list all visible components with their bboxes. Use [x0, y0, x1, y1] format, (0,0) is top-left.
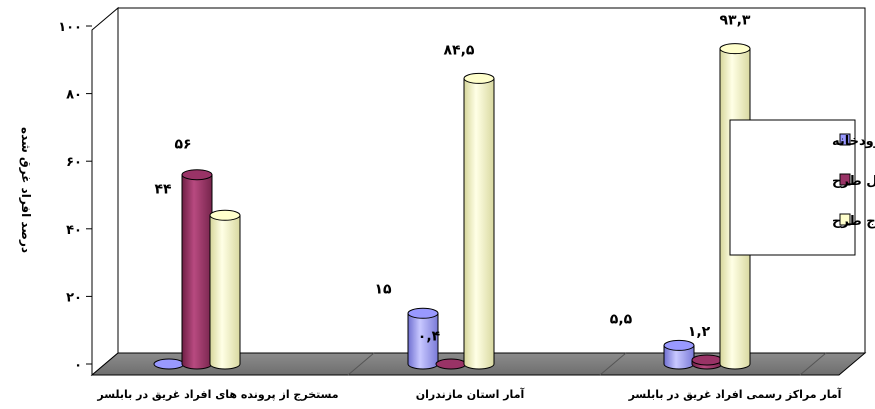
- bar: [407, 307, 439, 370]
- legend-swatch: [839, 213, 851, 226]
- bar: [181, 169, 213, 370]
- bar-top: [463, 72, 495, 84]
- legend-swatch: [839, 173, 851, 186]
- legend-label: خارج طرح: [832, 214, 875, 229]
- bar-flat: [435, 358, 467, 370]
- bar-top: [719, 43, 751, 55]
- left-wall: [91, 6, 119, 377]
- category-label: آمار استان مازندران: [416, 387, 525, 401]
- y-tick-label: ۰: [74, 358, 82, 373]
- bar-top: [181, 169, 213, 181]
- bar: [463, 72, 495, 370]
- bar-top: [663, 339, 695, 351]
- legend-item: رودخانه: [832, 133, 875, 149]
- bar-top: [407, 307, 439, 319]
- bar: [435, 358, 467, 370]
- bar: [663, 339, 695, 370]
- bar: [153, 358, 185, 370]
- y-tick-label: ۲۰: [66, 290, 82, 305]
- y-tick-label: ۴۰: [66, 223, 82, 238]
- data-label: ۱۵: [374, 281, 392, 297]
- bar-top: [691, 354, 723, 366]
- floor-divider: [347, 352, 375, 376]
- bar: [691, 354, 723, 370]
- data-labels: ۱۵ ۵,۵ ۵۶ ۰,۴ ۱,۲ ۴۴ ۸۴,۵ ۹۳,۳: [154, 13, 750, 345]
- category-labels: مستخرج از پرونده های افراد غریق در بابلس…: [96, 387, 841, 402]
- y-axis: ۰ ۲۰ ۴۰ ۶۰ ۸۰ ۱۰۰: [58, 20, 93, 375]
- floor-divider: [799, 352, 827, 376]
- bar-top: [209, 209, 241, 221]
- y-axis-label: درصد افراد غرق شده: [19, 127, 33, 253]
- bar-body: [463, 77, 495, 370]
- legend-item: داخل طرح: [832, 173, 875, 189]
- category-label: مستخرج از پرونده های افراد غریق در بابلس…: [96, 388, 338, 402]
- data-label: ۸۴,۵: [444, 42, 475, 58]
- legend-box: [729, 119, 856, 256]
- data-label: ۴۴: [154, 181, 172, 197]
- data-label: ۵۶: [174, 137, 191, 153]
- legend: رودخانه داخل طرح خارج طرح: [729, 119, 875, 256]
- legend-label: رودخانه: [832, 134, 875, 149]
- bar-body: [181, 174, 213, 370]
- category-label: آمار مراکز رسمی افراد غریق در بابلسر: [628, 387, 842, 401]
- data-label: ۱,۲: [688, 324, 711, 340]
- bar-flat: [153, 358, 185, 370]
- data-label: ۰,۴: [418, 329, 441, 345]
- data-label: ۹۳,۳: [720, 13, 751, 29]
- legend-items: رودخانه داخل طرح خارج طرح: [832, 133, 875, 229]
- bar: [209, 209, 241, 370]
- legend-label: داخل طرح: [832, 174, 875, 189]
- legend-item: خارج طرح: [832, 213, 875, 229]
- legend-swatch: [839, 133, 851, 146]
- floor-divider: [599, 352, 627, 376]
- bar-body: [209, 214, 241, 370]
- y-tick-label: ۶۰: [66, 155, 82, 170]
- data-label: ۵,۵: [610, 311, 633, 327]
- y-tick-label: ۸۰: [66, 88, 82, 103]
- y-tick-label: ۱۰۰: [58, 20, 82, 35]
